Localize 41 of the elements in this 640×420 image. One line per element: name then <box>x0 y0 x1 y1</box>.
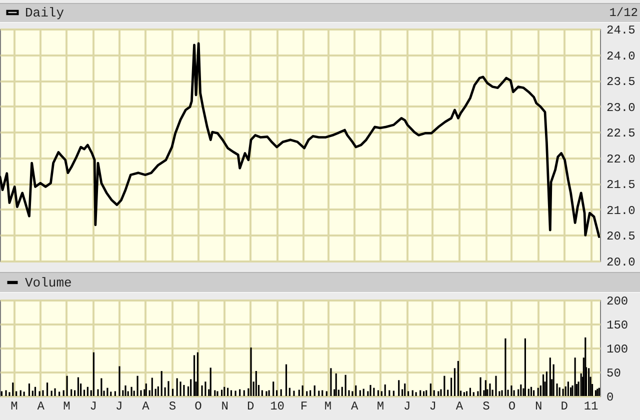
y-tick-label: 50 <box>606 366 621 380</box>
x-tick-label: M <box>324 400 332 414</box>
x-tick-label: A <box>456 400 464 414</box>
y-tick-label: 0 <box>606 390 614 404</box>
x-tick-label: J <box>403 400 411 414</box>
y-tick-label: 24.0 <box>606 49 636 64</box>
x-tick-label: N <box>535 400 542 414</box>
y-tick-label: 22.5 <box>606 126 636 141</box>
y-tick-label: 20.5 <box>606 230 636 244</box>
y-tick-label: 100 <box>606 342 628 356</box>
y-tick-label: 23.5 <box>606 75 636 90</box>
x-tick-label: F <box>300 400 308 414</box>
legend-label: Volume <box>25 276 72 290</box>
x-tick-label: N <box>221 400 228 414</box>
y-tick-label: 20.0 <box>606 256 636 270</box>
x-tick-label: A <box>142 400 150 414</box>
x-tick-label: M <box>10 400 18 414</box>
x-tick-label: J <box>116 400 123 414</box>
y-tick-label: 23.0 <box>606 100 636 115</box>
x-tick-label: O <box>508 400 516 414</box>
y-tick-label: 22.0 <box>606 152 636 166</box>
x-tick-label: 10 <box>270 400 284 414</box>
x-tick-label: J <box>429 400 436 414</box>
x-tick-label: S <box>168 400 176 414</box>
x-tick-label: M <box>63 400 70 414</box>
x-tick-label: O <box>194 400 202 414</box>
x-tick-label: A <box>351 400 360 414</box>
y-tick-label: 24.5 <box>606 24 636 38</box>
x-tick-label: 11 <box>584 400 598 414</box>
text: 1/12 <box>609 6 638 20</box>
y-tick-label: 21.5 <box>606 178 636 192</box>
y-tick-label: 200 <box>606 294 628 308</box>
y-tick-label: 21.0 <box>606 204 636 218</box>
x-tick-label: J <box>90 400 97 414</box>
x-tick-label: S <box>482 400 490 414</box>
x-tick-label: D <box>560 400 568 414</box>
x-tick-label: M <box>376 400 384 414</box>
legend-label: Daily <box>25 6 64 20</box>
x-tick-label: D <box>247 400 254 414</box>
x-tick-label: A <box>37 400 46 414</box>
y-tick-label: 150 <box>606 318 628 332</box>
